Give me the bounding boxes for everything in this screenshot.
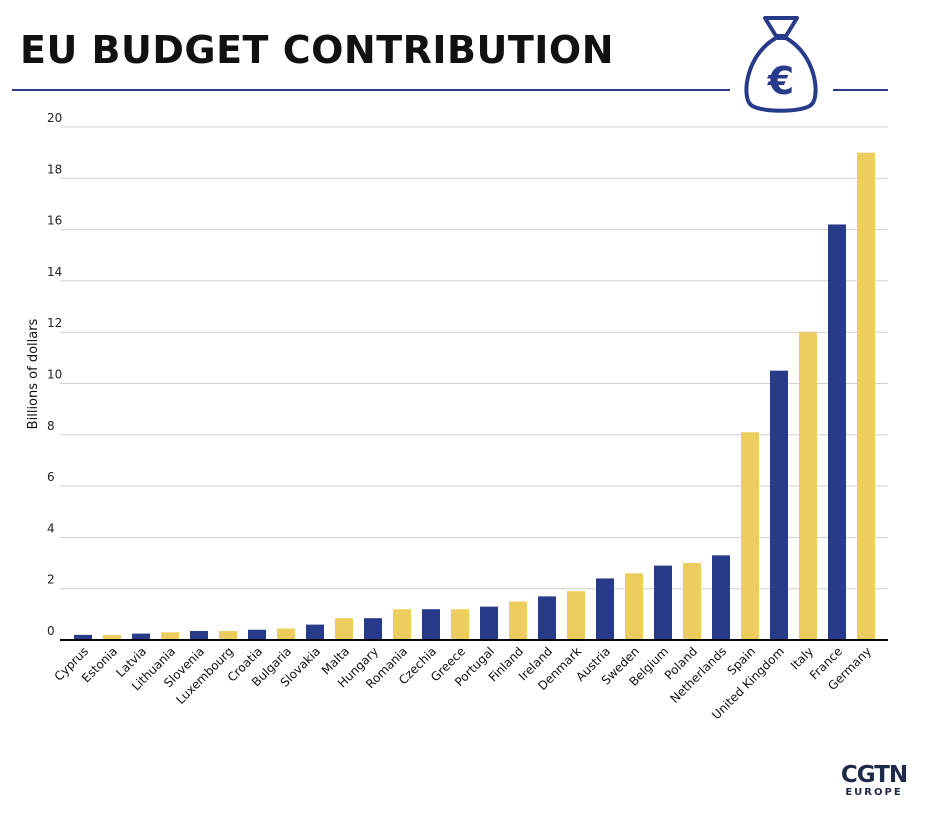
bar-austria — [596, 578, 614, 640]
bar-united-kingdom — [770, 370, 788, 640]
bar-lithuania — [161, 632, 179, 640]
y-tick-label: 6 — [47, 470, 55, 484]
bar-croatia — [248, 629, 266, 640]
bar-luxembourg — [219, 631, 237, 640]
logo-sub-text: EUROPE — [845, 787, 903, 798]
bar-france — [828, 224, 846, 640]
cgtn-europe-logo: CGTN EUROPE — [838, 763, 910, 799]
bar-netherlands — [712, 555, 730, 640]
bar-romania — [393, 609, 411, 640]
y-tick-label: 0 — [47, 624, 55, 638]
gridlines — [60, 126, 888, 590]
bar-malta — [335, 618, 353, 640]
bar-italy — [799, 332, 817, 640]
logo-main-text: CGTN — [840, 762, 908, 788]
y-tick-label: 4 — [47, 521, 55, 535]
y-tick-label: 18 — [47, 162, 62, 176]
y-tick-label: 8 — [47, 419, 55, 433]
bar-sweden — [625, 573, 643, 640]
bar-hungary — [364, 618, 382, 640]
bar-denmark — [567, 591, 585, 640]
bar-slovakia — [306, 624, 324, 640]
y-axis-ticks: 0 2 4 6 8 10 12 14 16 18 20 — [47, 111, 62, 638]
bar-slovenia — [190, 631, 208, 640]
y-axis-label: Billions of dollars — [26, 318, 41, 429]
bar-spain — [741, 432, 759, 640]
bar-greece — [451, 609, 469, 640]
bar-belgium — [654, 565, 672, 640]
bar-portugal — [480, 606, 498, 640]
y-tick-label: 20 — [47, 111, 62, 125]
y-tick-label: 12 — [47, 316, 62, 330]
y-tick-label: 14 — [47, 265, 62, 279]
bar-finland — [509, 601, 527, 640]
bar-poland — [683, 563, 701, 640]
chart-title: EU BUDGET CONTRIBUTION — [20, 28, 615, 72]
money-bag-euro-icon: € — [744, 16, 818, 113]
bar-bulgaria — [277, 628, 295, 640]
y-tick-label: 10 — [47, 368, 62, 382]
bar-cyprus — [74, 634, 92, 640]
bar-germany — [857, 152, 875, 640]
y-tick-label: 16 — [47, 214, 62, 228]
bar-latvia — [132, 633, 150, 640]
bar-ireland — [538, 596, 556, 640]
bars — [74, 152, 875, 640]
euro-symbol: € — [767, 59, 794, 103]
bar-estonia — [103, 634, 121, 640]
bar-czechia — [422, 609, 440, 640]
y-tick-label: 2 — [47, 573, 55, 587]
x-axis-labels: CyprusEstoniaLatviaLithuaniaSloveniaLuxe… — [52, 644, 875, 722]
